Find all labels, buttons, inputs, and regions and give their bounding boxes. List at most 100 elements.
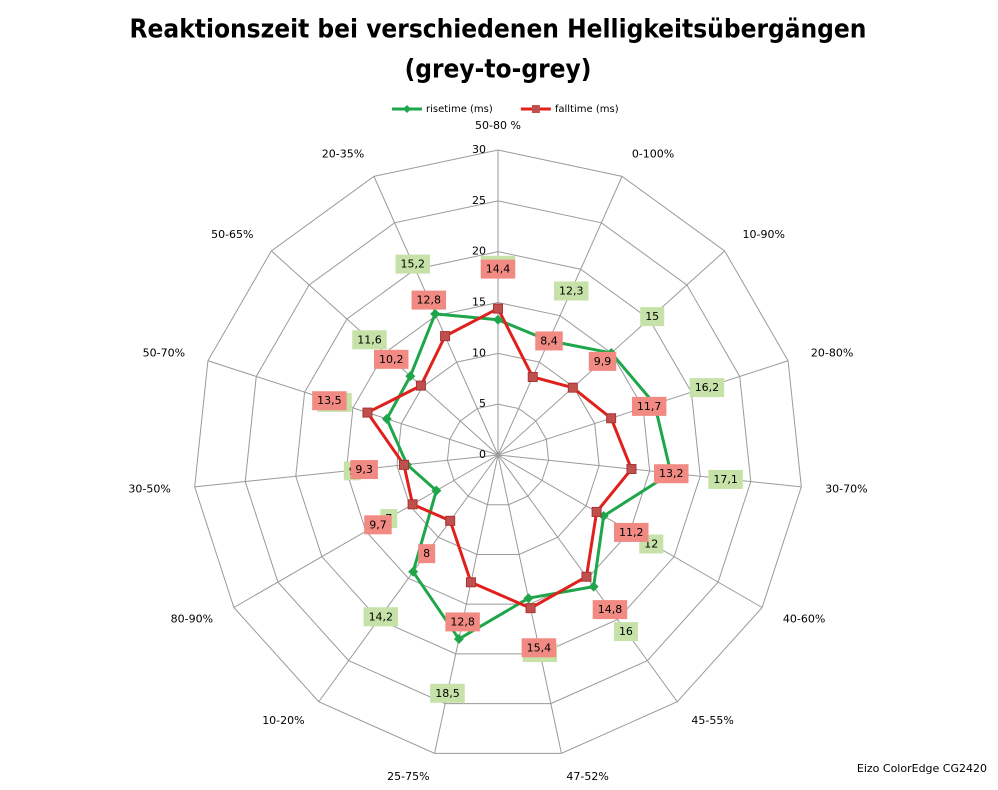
data-label-bg	[614, 522, 649, 542]
marker	[626, 464, 637, 475]
chart-title: Reaktionszeit bei verschiedenen Helligke…	[130, 15, 867, 45]
grid-line	[446, 403, 550, 506]
category-label: 10-90%	[742, 228, 784, 241]
category-label: 50-70%	[143, 346, 185, 359]
data-label-bg	[521, 638, 557, 658]
marker	[606, 413, 617, 424]
grid-line	[295, 251, 701, 655]
data-label: 12,8	[450, 615, 475, 628]
marker	[431, 485, 442, 496]
data-label: 9,7	[369, 518, 387, 531]
grid-line	[244, 200, 752, 705]
marker	[493, 314, 503, 325]
category-label: 10-20%	[262, 714, 304, 727]
category-label: 20-35%	[322, 147, 364, 160]
data-label: 14,8	[598, 603, 623, 616]
category-label: 25-75%	[387, 770, 429, 783]
data-label: 18,5	[435, 687, 460, 700]
category-label: 30-70%	[825, 482, 867, 495]
footnote: Eizo ColorEdge CG2420	[857, 762, 987, 775]
y-tick-label: 0	[479, 448, 486, 461]
data-label: 9,9	[594, 355, 612, 368]
data-label-bg	[411, 290, 447, 310]
data-label-bg	[640, 307, 665, 327]
spoke	[318, 454, 499, 703]
data-label-bg	[350, 460, 378, 480]
data-label: 16	[619, 625, 633, 638]
category-label: 45-55%	[691, 714, 733, 727]
data-label: 13,2	[659, 467, 684, 480]
data-label-bg	[631, 396, 667, 416]
marker	[415, 380, 426, 391]
data-label: 14,2	[369, 610, 394, 623]
marker	[430, 308, 441, 319]
data-label-bg	[430, 683, 465, 703]
category-label: 40-60%	[783, 613, 825, 626]
data-label-bg	[395, 254, 431, 274]
data-label-bg	[364, 515, 392, 535]
data-label: 10,2	[379, 353, 404, 366]
legend-label: falltime (ms)	[555, 104, 619, 115]
spoke	[497, 176, 623, 456]
category-label: 50-80 %	[475, 119, 521, 132]
data-label-bg	[588, 351, 617, 371]
data-label-bg	[373, 349, 409, 369]
grid-line	[345, 301, 651, 605]
category-label: 50-65%	[211, 228, 253, 241]
data-label: 12,8	[417, 294, 442, 307]
y-tick-label: 15	[472, 296, 486, 309]
data-label: 15,2	[401, 258, 426, 271]
marker	[493, 303, 503, 314]
legend-label: risetime (ms)	[426, 104, 493, 115]
category-label: 30-50%	[128, 482, 170, 495]
data-label-bg	[653, 464, 689, 484]
data-label: 11,7	[637, 400, 662, 413]
marker	[527, 371, 538, 382]
series-line	[385, 312, 673, 641]
data-label: 11,6	[357, 333, 382, 346]
marker	[453, 633, 464, 644]
y-tick-label: 30	[472, 143, 486, 156]
marker	[381, 413, 392, 424]
category-label: 0-100%	[632, 147, 674, 160]
y-tick-label: 20	[472, 245, 486, 258]
category-label: 47-52%	[566, 770, 608, 783]
marker	[567, 382, 578, 393]
spoke	[207, 360, 499, 456]
data-label-bg	[553, 281, 589, 301]
data-label: 13,5	[317, 394, 342, 407]
legend-marker	[531, 105, 540, 113]
data-label: 9,3	[355, 463, 373, 476]
marker	[445, 515, 456, 526]
marker	[588, 581, 599, 592]
data-label: 16,2	[695, 381, 720, 394]
marker	[523, 593, 534, 604]
data-label-bg	[352, 330, 387, 350]
data-label: 11,2	[619, 526, 644, 539]
marker	[362, 407, 373, 418]
grid-line	[194, 149, 802, 754]
marker	[465, 577, 476, 588]
marker	[405, 371, 416, 382]
category-label: 20-80%	[811, 346, 853, 359]
data-label-bg	[418, 544, 436, 564]
y-tick-label: 25	[472, 194, 486, 207]
data-label-bg	[445, 612, 480, 632]
data-label-bg	[535, 331, 563, 351]
data-label: 12,3	[559, 285, 584, 298]
grid-line	[396, 352, 600, 555]
marker	[440, 331, 451, 342]
data-label: 15	[645, 310, 659, 323]
spoke	[434, 454, 499, 754]
legend-marker	[403, 105, 411, 113]
data-label-bg	[312, 391, 347, 411]
marker	[591, 506, 602, 517]
data-label: 15,4	[527, 641, 552, 654]
data-label: 8	[423, 547, 430, 560]
data-label-bg	[708, 469, 743, 489]
category-label: 80-90%	[171, 613, 213, 626]
y-tick-label: 10	[472, 346, 486, 359]
chart-title: (grey-to-grey)	[405, 55, 592, 85]
marker	[407, 499, 418, 510]
